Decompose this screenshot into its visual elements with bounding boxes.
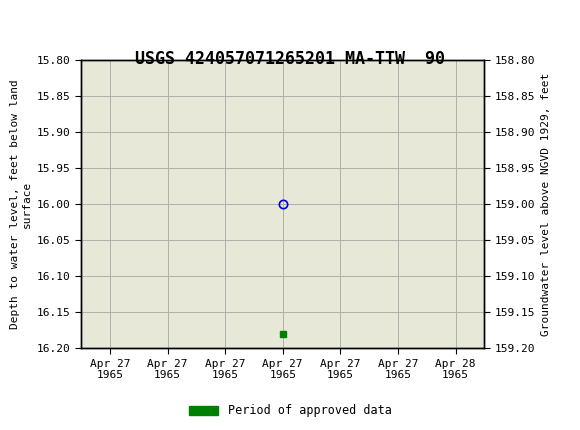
Legend: Period of approved data: Period of approved data — [184, 399, 396, 422]
Y-axis label: Groundwater level above NGVD 1929, feet: Groundwater level above NGVD 1929, feet — [541, 73, 551, 336]
Text: USGS: USGS — [38, 13, 85, 32]
Y-axis label: Depth to water level, feet below land
surface: Depth to water level, feet below land su… — [10, 80, 31, 329]
Text: ≡: ≡ — [3, 11, 24, 34]
Text: USGS 424057071265201 MA-TTW  90: USGS 424057071265201 MA-TTW 90 — [135, 50, 445, 68]
